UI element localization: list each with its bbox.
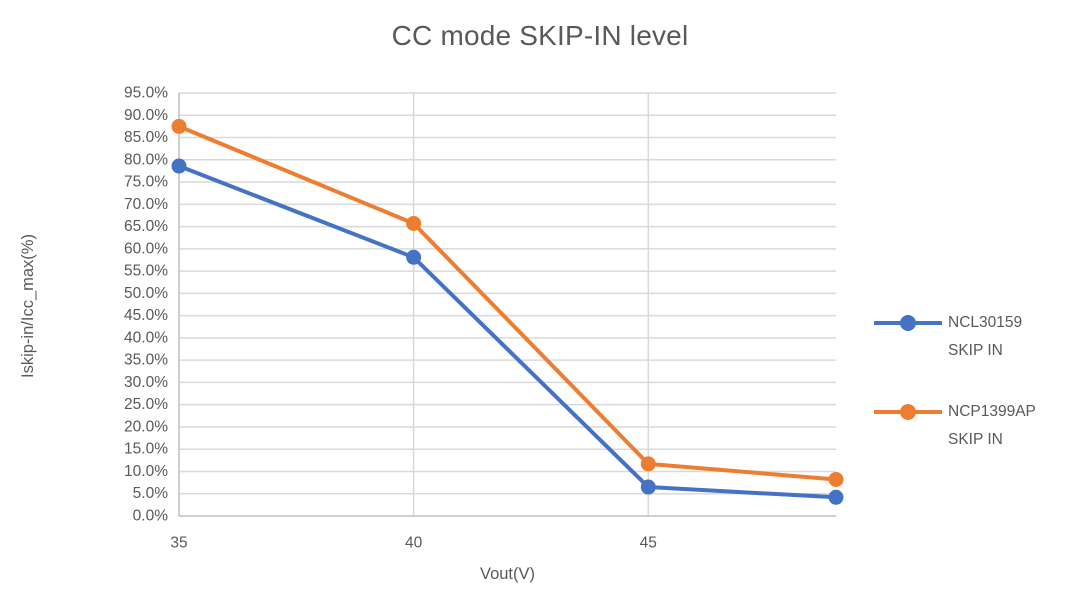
y-tick-label: 75.0% — [124, 174, 168, 191]
y-tick-label: 35.0% — [124, 352, 168, 369]
y-tick-label: 10.0% — [124, 463, 168, 480]
data-point-marker — [406, 249, 422, 265]
y-tick-label: 50.0% — [124, 285, 168, 302]
data-point-marker — [171, 158, 187, 174]
y-tick-label: 60.0% — [124, 240, 168, 257]
x-tick-label: 45 — [640, 535, 657, 552]
data-point-marker — [171, 118, 187, 134]
y-tick-label: 20.0% — [124, 418, 168, 435]
x-tick-label: 40 — [405, 535, 423, 552]
y-tick-label: 25.0% — [124, 396, 168, 413]
y-tick-label: 40.0% — [124, 329, 168, 346]
series-line — [177, 164, 838, 500]
y-tick-label: 70.0% — [124, 196, 168, 213]
y-tick-label: 85.0% — [124, 129, 168, 146]
x-axis-title: Vout(V) — [479, 565, 536, 583]
series-line — [177, 124, 838, 482]
y-axis-title: Iskip-in/Icc_max(%) — [19, 234, 37, 378]
y-tick-label: 90.0% — [124, 107, 168, 124]
y-tick-label: 0.0% — [133, 508, 169, 525]
data-point-marker — [640, 479, 656, 495]
y-tick-label: 80.0% — [124, 151, 168, 168]
y-tick-label: 5.0% — [133, 485, 169, 502]
chart-title: CC mode SKIP-IN level — [391, 20, 689, 51]
y-tick-label: 30.0% — [124, 374, 168, 391]
x-tick-label: 35 — [170, 535, 187, 552]
y-tick-label: 55.0% — [124, 263, 168, 280]
y-tick-label: 45.0% — [124, 307, 168, 324]
data-point-marker — [828, 489, 844, 505]
y-tick-label: 65.0% — [124, 218, 168, 235]
y-tick-label: 95.0% — [124, 85, 168, 102]
data-point-marker — [828, 471, 844, 487]
data-point-marker — [406, 215, 422, 231]
data-point-marker — [640, 456, 656, 472]
y-tick-label: 15.0% — [124, 441, 168, 458]
